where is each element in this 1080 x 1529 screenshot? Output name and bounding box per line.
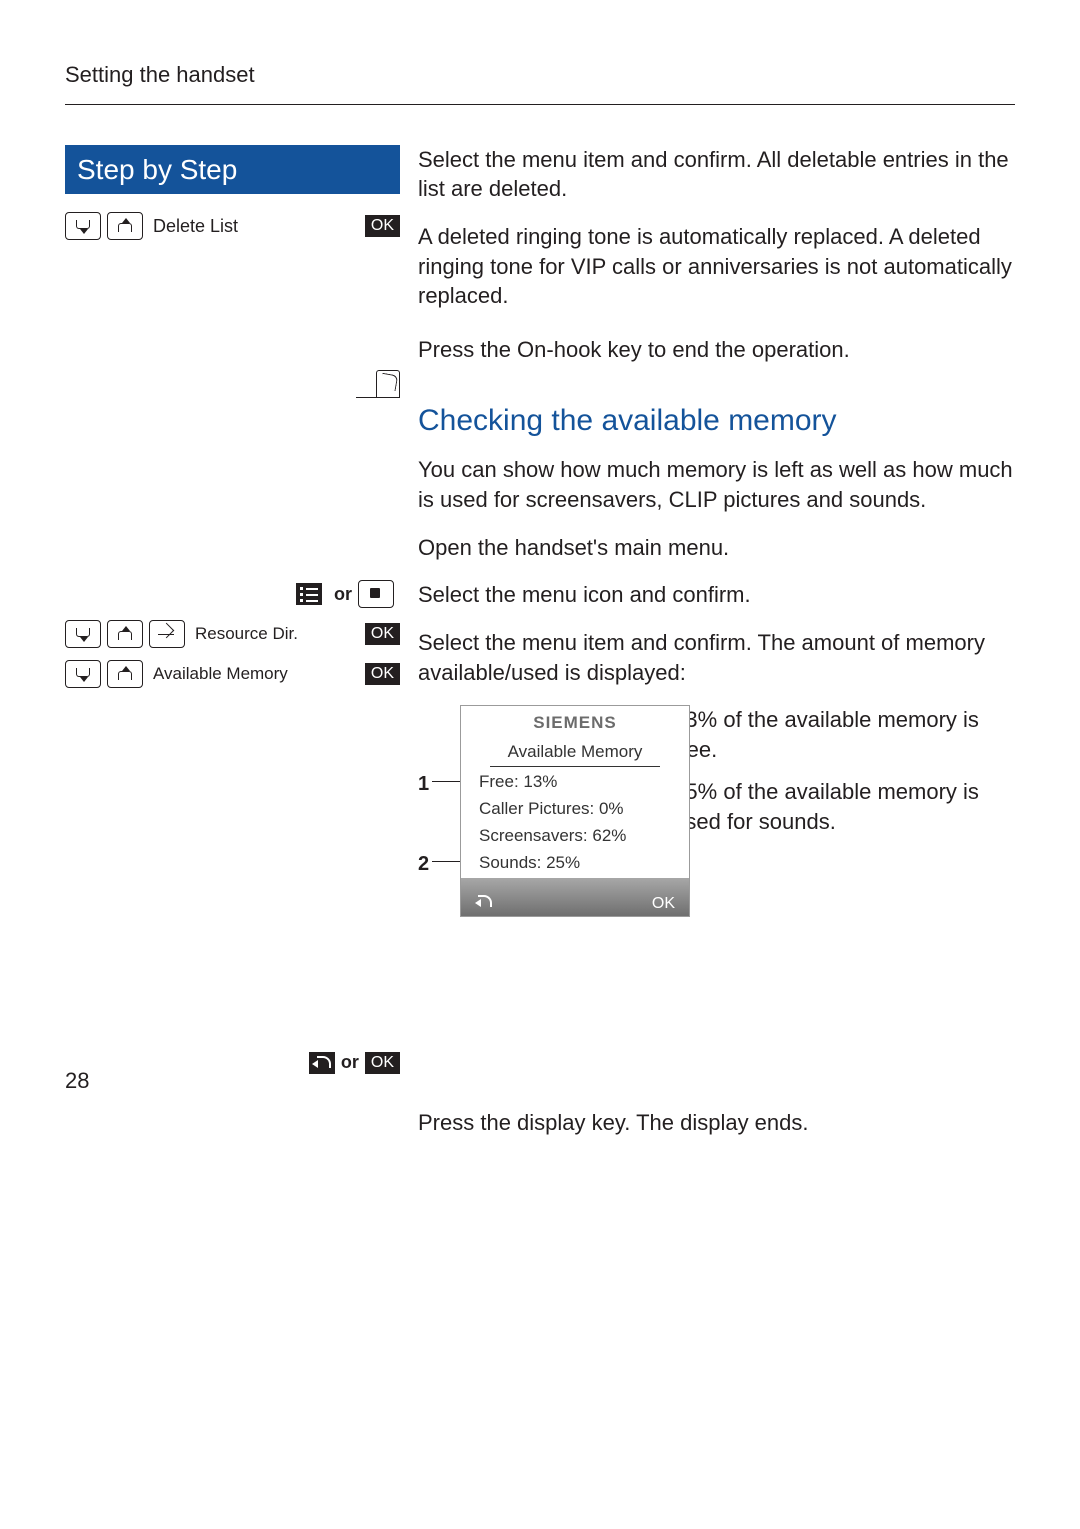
callout-2-number: 2 <box>418 851 429 878</box>
para-onhook: Press the On-hook key to end the operati… <box>418 335 1015 365</box>
nav-down-icon <box>65 212 101 240</box>
screen-undo-icon <box>475 893 493 907</box>
screen-line-sounds: Sounds: 25% <box>479 852 689 875</box>
nav-up-icon <box>107 660 143 688</box>
phone-screen: SIEMENS Available Memory Free: 13% Calle… <box>460 705 690 917</box>
ok-badge: OK <box>365 623 400 645</box>
available-memory-label: Available Memory <box>153 663 288 686</box>
ok-badge: OK <box>365 215 400 237</box>
undo-icon <box>309 1052 335 1074</box>
para-ringtone-note: A deleted ringing tone is automatically … <box>418 222 1015 311</box>
legend: 1 13% of the available memory is free. 2… <box>651 705 1015 848</box>
nav-arrow-icon <box>149 620 185 648</box>
ok-badge: OK <box>365 663 400 685</box>
legend-1-text: 13% of the available memory is free. <box>673 705 1015 764</box>
para-open-menu: Open the handset's main menu. <box>418 533 1015 563</box>
nav-down-icon <box>65 620 101 648</box>
onhook-key-icon <box>356 370 400 398</box>
section-heading: Checking the available memory <box>418 401 1015 442</box>
para-select-item: Select the menu item and confirm. The am… <box>418 628 1015 687</box>
row-available-memory: Available Memory OK <box>65 660 400 688</box>
row-display-key: or OK <box>65 1050 400 1074</box>
para-select-icon: Select the menu icon and confirm. <box>418 580 1015 610</box>
running-head: Setting the handset <box>65 60 1015 90</box>
nav-up-icon <box>107 620 143 648</box>
para-delete-confirm: Select the menu item and confirm. All de… <box>418 145 1015 204</box>
center-key-icon <box>358 580 394 608</box>
delete-list-label: Delete List <box>153 214 238 238</box>
resource-dir-label: Resource Dir. <box>195 623 298 646</box>
screen-line-free: Free: 13% <box>479 771 689 794</box>
page-number: 28 <box>65 1066 89 1096</box>
screen-title: Available Memory <box>490 741 660 767</box>
row-onhook <box>65 370 400 398</box>
legend-2-text: 25% of the available memory is used for … <box>673 777 1015 836</box>
para-memory-intro: You can show how much memory is left as … <box>418 455 1015 514</box>
top-rule <box>65 104 1015 105</box>
row-open-menu: or <box>65 580 400 608</box>
screen-brand: SIEMENS <box>461 712 689 735</box>
screen-line-caller: Caller Pictures: 0% <box>479 798 689 821</box>
menu-list-icon <box>296 583 322 605</box>
or-text: or <box>334 582 352 606</box>
screen-line-savers: Screensavers: 62% <box>479 825 689 848</box>
right-column: Select the menu item and confirm. All de… <box>412 145 1015 1156</box>
nav-down-icon <box>65 660 101 688</box>
callout-1-number: 1 <box>418 771 429 798</box>
or-text: or <box>341 1050 359 1074</box>
screen-illustration: 1 2 SIEMENS Available Memory Free: 13% C… <box>418 705 1015 848</box>
row-delete-list: Delete List OK <box>65 212 400 240</box>
row-resource-dir: Resource Dir. OK <box>65 620 400 648</box>
para-display-key: Press the display key. The display ends. <box>418 1108 1015 1138</box>
nav-up-icon <box>107 212 143 240</box>
left-column: Step by Step Delete List OK or <box>65 145 412 1156</box>
ok-badge: OK <box>365 1052 400 1074</box>
step-by-step-header: Step by Step <box>65 145 400 195</box>
screen-ok-softkey: OK <box>652 893 675 915</box>
